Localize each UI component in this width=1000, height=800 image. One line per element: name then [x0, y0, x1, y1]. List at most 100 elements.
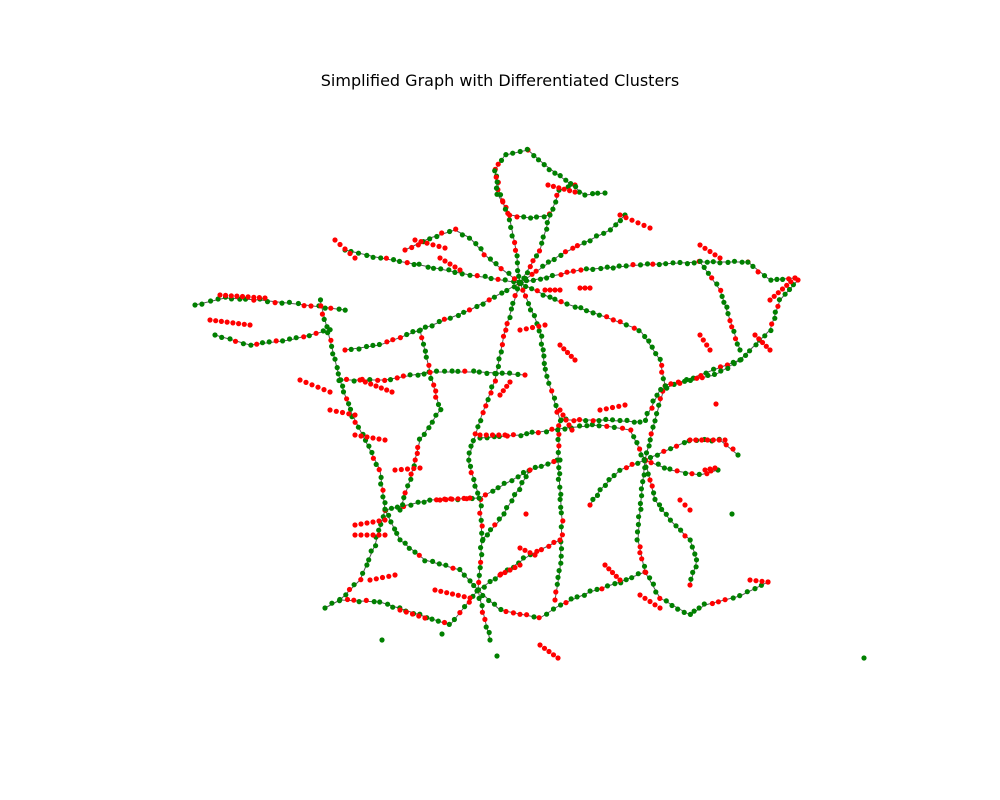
graph-node-red [713, 401, 719, 407]
graph-node-green [603, 416, 609, 422]
graph-node-red [433, 388, 439, 394]
graph-node-red [619, 425, 626, 431]
graph-node-green [478, 418, 484, 424]
graph-node-green [484, 532, 490, 538]
graph-node-green [279, 300, 285, 306]
graph-node-green [499, 290, 505, 296]
graph-node-red [344, 396, 350, 402]
graph-node-green [729, 511, 735, 517]
graph-node-red [629, 217, 635, 223]
graph-node-red [468, 470, 474, 476]
graph-node-red [617, 319, 623, 325]
graph-node-green [459, 232, 465, 238]
graph-node-green [192, 302, 198, 308]
graph-node-green [645, 471, 651, 477]
graph-node-red [228, 293, 234, 299]
graph-node-red [536, 248, 543, 254]
graph-node-red [489, 432, 496, 438]
graph-node-green [558, 524, 564, 530]
graph-node-green [587, 238, 593, 244]
graph-node-green [544, 611, 550, 617]
graph-node-green [442, 368, 448, 374]
graph-node-green [637, 419, 643, 425]
graph-node-red [712, 252, 718, 258]
graph-node-red [702, 467, 708, 473]
graph-node-green [506, 270, 512, 276]
graph-node-green [382, 506, 388, 512]
graph-node-green [451, 616, 457, 623]
graph-node-red [462, 368, 468, 374]
graph-node-red [347, 250, 353, 257]
graph-node-red [251, 294, 257, 300]
graph-node-red [370, 435, 376, 441]
graph-node-red [557, 342, 563, 348]
graph-node-red [700, 337, 706, 343]
graph-node-green [324, 324, 330, 330]
graph-node-green [688, 576, 694, 582]
graph-node-green [553, 199, 559, 205]
graph-node-green [287, 336, 293, 342]
graph-node-red [641, 222, 647, 228]
graph-node-green [696, 605, 702, 611]
graph-node-green [623, 577, 629, 583]
graph-node-green [611, 424, 617, 430]
graph-node-green [480, 592, 486, 599]
graph-node-red [722, 597, 728, 603]
graph-node-red [500, 199, 506, 205]
graph-node-red [527, 467, 533, 473]
graph-node-red [433, 394, 439, 400]
graph-node-green [461, 309, 467, 315]
chart-title: Simplified Graph with Differentiated Clu… [320, 71, 680, 90]
graph-node-green [487, 256, 493, 262]
graph-node-red [392, 572, 398, 578]
graph-node-red [218, 318, 224, 324]
graph-node-green [446, 621, 452, 628]
graph-node-green [535, 157, 542, 163]
graph-node-green [594, 586, 600, 593]
graph-node-green [647, 437, 653, 443]
graph-node-green [506, 217, 512, 223]
graph-node-red [477, 432, 483, 438]
graph-node-red [775, 290, 781, 296]
graph-node-green [549, 272, 556, 279]
graph-node-green [768, 327, 774, 334]
graph-node-red [327, 407, 333, 413]
graph-node-red [570, 245, 576, 251]
graph-node-green [555, 476, 562, 482]
graph-node-green [596, 312, 603, 318]
graph-node-red [357, 377, 363, 383]
graph-node-red [392, 467, 398, 473]
graph-node-green [774, 276, 780, 282]
graph-node-red [488, 390, 494, 396]
graph-node-green [607, 227, 614, 233]
graph-node-green [678, 527, 684, 533]
graph-node-green [537, 276, 544, 282]
graph-node-red [599, 586, 605, 592]
graph-node-red [450, 565, 456, 571]
graph-node-green [557, 471, 563, 477]
graph-node-red [223, 292, 229, 298]
graph-node-green [338, 377, 344, 383]
graph-node-red [492, 378, 498, 384]
graph-node-red [559, 532, 566, 538]
graph-node-green [772, 315, 778, 321]
graph-node-green [370, 342, 376, 348]
graph-node-red [441, 619, 448, 626]
graph-node-green [508, 224, 514, 230]
graph-node-red [536, 615, 542, 621]
graph-node-green [517, 148, 523, 155]
graph-edge [509, 214, 531, 219]
graph-node-red [784, 282, 790, 288]
graph-node-red [730, 446, 736, 452]
graph-node-red [635, 220, 641, 226]
graph-node-green [668, 446, 674, 452]
graph-node-green [478, 517, 484, 523]
graph-node-red [517, 611, 523, 617]
graph-node-red [495, 161, 501, 167]
graph-node-green [725, 311, 731, 317]
graph-node-red [529, 271, 535, 277]
graph-node-green [538, 463, 544, 469]
graph-node-red [256, 295, 262, 301]
graph-node-green [457, 566, 463, 573]
graph-node-green [493, 261, 499, 267]
